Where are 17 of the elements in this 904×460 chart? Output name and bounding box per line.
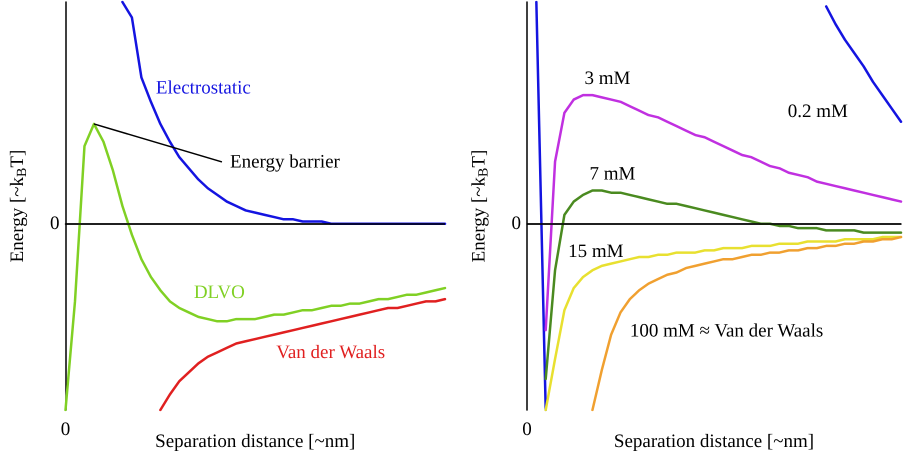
y-axis-title: Energy [~kBT] <box>7 150 30 262</box>
ref-line-label: 0 <box>512 213 521 234</box>
y-axis-title: Energy [~kBT] <box>468 150 492 262</box>
text: 0 <box>60 419 70 440</box>
series-label: 15 mM <box>568 240 624 262</box>
series-label: Electrostatic <box>156 77 251 98</box>
series-label: 7 mM <box>589 163 636 184</box>
x-axis-title: Separation distance [~nm] <box>155 431 356 452</box>
series-label: 100 mM ≈ Van der Waals <box>630 320 824 342</box>
series-label: 3 mM <box>584 68 631 90</box>
series-label: DLVO <box>194 282 245 303</box>
x-axis-title: Separation distance [~nm] <box>614 431 814 452</box>
text: 0 <box>522 419 532 440</box>
series-label: 0.2 mM <box>788 101 848 122</box>
ref-line-label: 0 <box>50 213 60 234</box>
annotation: Energy barrier <box>230 151 341 172</box>
series-label: Van der Waals <box>276 342 386 364</box>
